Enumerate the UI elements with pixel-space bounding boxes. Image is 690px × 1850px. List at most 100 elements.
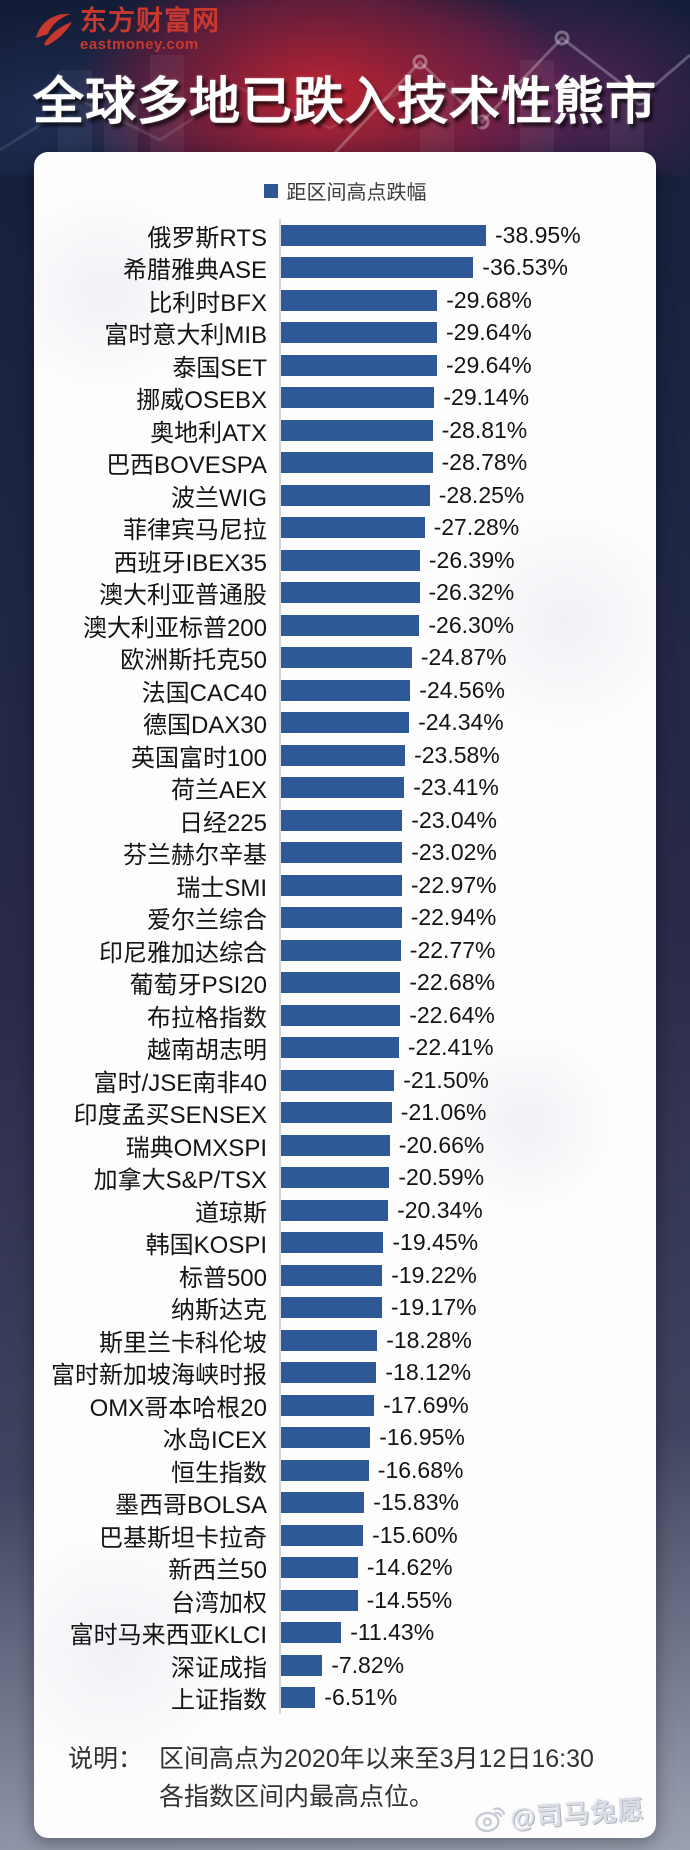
bar — [281, 939, 401, 961]
category-label: 波兰WIG — [171, 484, 267, 512]
chart-row: 奥地利ATX -28.81% — [34, 414, 656, 447]
bar — [281, 517, 425, 539]
bar — [281, 712, 410, 734]
value-label: -21.50% — [403, 1066, 489, 1093]
bar-cell: -21.50% — [279, 1064, 656, 1097]
category-label: 印度孟买SENSEX — [73, 1102, 267, 1130]
chart-row: 希腊雅典ASE -36.53% — [34, 251, 656, 285]
bar — [281, 744, 406, 766]
value-label: -28.25% — [438, 481, 525, 508]
value-label: -20.66% — [398, 1131, 485, 1158]
bar-cell: -22.94% — [279, 901, 656, 934]
bar — [281, 777, 405, 799]
category-label: 巴基斯坦卡拉奇 — [99, 1524, 267, 1552]
bar — [281, 1589, 358, 1611]
category-label: 澳大利亚标普200 — [82, 614, 267, 642]
bar-cell: -21.06% — [279, 1096, 656, 1129]
chart-row: 标普500 -19.22% — [34, 1259, 656, 1292]
category-label: 斯里兰卡科伦坡 — [99, 1329, 267, 1357]
footnote-prefix: 说明： — [68, 1745, 144, 1773]
value-label: -36.53% — [482, 254, 568, 281]
value-label: -29.14% — [443, 384, 530, 411]
category-label: 澳大利亚普通股 — [99, 582, 267, 610]
footnote: 说明： 区间高点为2020年以来至3月12日16:30 各指数区间内最高点位。 — [68, 1740, 594, 1816]
category-label: 芬兰赫尔辛基 — [123, 842, 267, 870]
bar-cell: -22.77% — [279, 934, 656, 967]
chart-row: 印度孟买SENSEX -21.06% — [34, 1096, 656, 1130]
value-label: -11.43% — [350, 1619, 435, 1646]
chart-row: 富时马来西亚KLCI -11.43% — [34, 1616, 656, 1650]
bar-cell: -15.60% — [279, 1519, 656, 1552]
bar-cell: -29.14% — [279, 381, 656, 414]
bar — [281, 1297, 382, 1319]
chart-row: 比利时BFX -29.68% — [34, 284, 656, 317]
value-label: -6.51% — [324, 1684, 398, 1711]
bar-cell: -6.51% — [279, 1681, 656, 1714]
bar-cell: -28.78% — [279, 446, 656, 479]
bar-cell: -38.95% — [279, 219, 656, 252]
chart-row: 法国CAC40 -24.56% — [34, 674, 656, 707]
bar-cell: -15.83% — [279, 1486, 656, 1519]
category-label: 瑞典OMXSPI — [125, 1134, 267, 1162]
bar — [281, 387, 435, 409]
chart-legend: 距区间高点跌幅 — [34, 176, 656, 205]
value-label: -28.81% — [441, 416, 528, 443]
chart-row: 瑞士SMI -22.97% — [34, 869, 656, 902]
value-label: -24.34% — [418, 709, 504, 736]
bar — [281, 322, 437, 344]
category-label: 德国DAX30 — [142, 712, 267, 740]
bar — [281, 289, 438, 311]
chart-row: 深证成指 -7.82% — [34, 1649, 656, 1682]
category-label: 印尼雅加达综合 — [99, 939, 267, 967]
footnote-line1: 区间高点为2020年以来至3月12日16:30 — [159, 1745, 594, 1773]
footnote-line2: 各指数区间内最高点位。 — [159, 1783, 435, 1811]
value-label: -18.28% — [386, 1326, 472, 1353]
value-label: -16.68% — [377, 1456, 464, 1483]
bar — [281, 874, 402, 896]
bar-cell: -16.95% — [279, 1421, 656, 1454]
chart-row: 英国富时100 -23.58% — [34, 739, 656, 772]
category-label: 冰岛ICEX — [162, 1427, 267, 1455]
value-label: -29.64% — [446, 319, 532, 346]
value-label: -17.69% — [383, 1391, 469, 1418]
bar-cell: -14.62% — [279, 1551, 656, 1584]
category-label: 富时马来西亚KLCI — [69, 1622, 267, 1650]
weibo-icon — [474, 1806, 505, 1832]
bar — [281, 1232, 384, 1254]
category-label: 挪威OSEBX — [136, 387, 267, 415]
legend-label: 距区间高点跌幅 — [286, 182, 427, 204]
chart-row: 澳大利亚标普200 -26.30% — [34, 609, 656, 642]
bar-cell: -28.81% — [279, 414, 656, 447]
bar — [281, 614, 420, 636]
bar-cell: -14.55% — [279, 1584, 656, 1617]
value-label: -28.78% — [441, 449, 528, 476]
category-label: OMX哥本哈根20 — [89, 1394, 267, 1422]
chart-row: 荷兰AEX -23.41% — [34, 771, 656, 804]
category-label: 比利时BFX — [148, 289, 267, 317]
chart-row: 纳斯达克 -19.17% — [34, 1291, 656, 1325]
category-label: 富时新加坡海峡时报 — [51, 1362, 267, 1390]
bar — [281, 1362, 377, 1384]
value-label: -15.83% — [373, 1489, 459, 1516]
chart-row: 泰国SET -29.64% — [34, 349, 656, 382]
bar — [281, 419, 433, 441]
value-label: -29.64% — [446, 351, 532, 378]
category-label: 希腊雅典ASE — [122, 257, 267, 285]
category-label: 富时/JSE南非40 — [93, 1069, 267, 1097]
value-label: -26.30% — [428, 611, 515, 638]
chart-row: 台湾加权 -14.55% — [34, 1584, 656, 1617]
category-label: 纳斯达克 — [171, 1297, 267, 1325]
chart-row: 爱尔兰综合 -22.94% — [34, 901, 656, 935]
chart-card: 距区间高点跌幅 俄罗斯RTS -38.95% 希腊雅典ASE -36.53% 比利时BF… — [0, 152, 676, 1838]
category-label: 爱尔兰综合 — [147, 907, 267, 935]
category-label: 泰国SET — [172, 354, 267, 382]
value-label: -18.12% — [385, 1359, 472, 1386]
bar — [281, 484, 430, 506]
value-label: -26.39% — [428, 546, 515, 573]
value-label: -14.55% — [366, 1586, 453, 1613]
value-label: -23.02% — [411, 839, 497, 866]
bar — [281, 1394, 375, 1416]
bar — [281, 1622, 342, 1644]
chart-row: OMX哥本哈根20 -17.69% — [34, 1389, 656, 1422]
chart-row: 巴西BOVESPA -28.78% — [34, 446, 656, 479]
